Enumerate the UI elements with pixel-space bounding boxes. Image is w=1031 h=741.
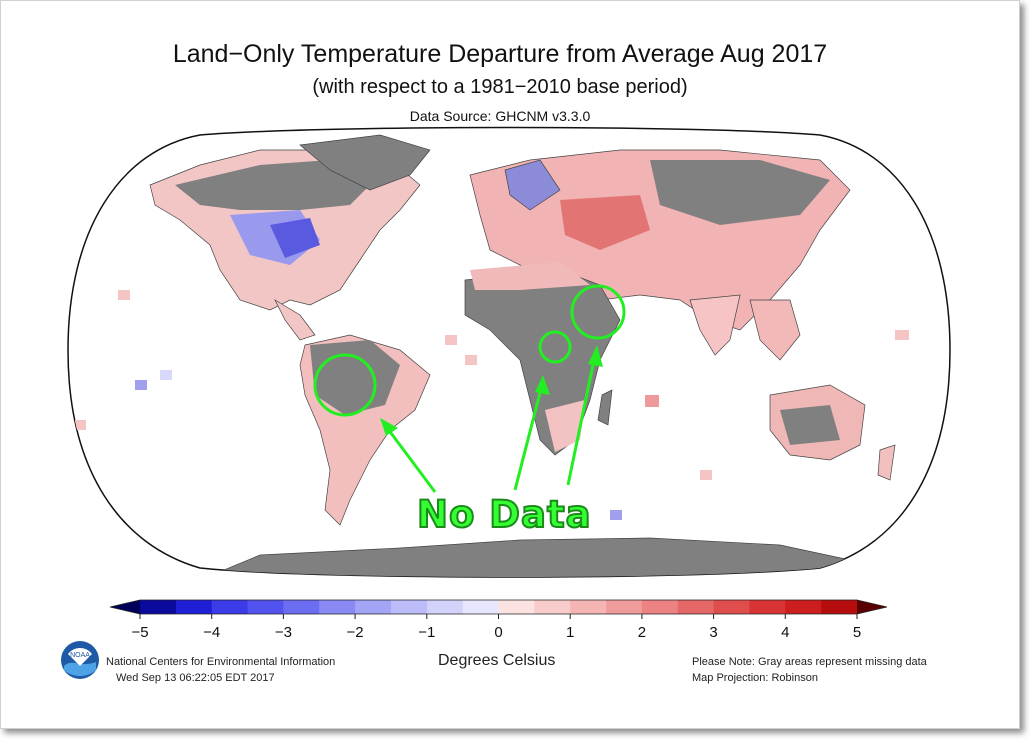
no-data-circle-amazon [313, 353, 377, 417]
grid-cell [895, 330, 909, 340]
africa-north-warm [470, 262, 590, 290]
colorbar-tick-label: −1 [418, 624, 436, 641]
arrowhead [535, 375, 550, 395]
data-source: Data Source: GHCNM v3.3.0 [409, 108, 591, 124]
colorbar-swatch [641, 600, 679, 614]
scandinavia [504, 159, 561, 211]
colorbar-tick-label: 1 [566, 624, 575, 641]
grid-cell [610, 510, 622, 520]
timestamp: Wed Sep 13 06:22:05 EDT 2017 [116, 672, 275, 684]
no-data-label: No Data [416, 492, 592, 537]
colorbar-swatch [319, 600, 356, 614]
arrow-amazon [383, 424, 437, 493]
colorbar-swatch [785, 600, 822, 614]
colorbar-swatch [462, 600, 499, 614]
colorbar-tick-label: −5 [131, 624, 149, 641]
projection-note: Map Projection: Robinson [692, 672, 818, 684]
arrow-africa-2 [566, 354, 597, 486]
canada-missing [175, 160, 380, 210]
new-zealand [877, 444, 896, 481]
north-america-cold-2 [270, 218, 320, 258]
colorbar-swatch [175, 600, 213, 614]
colorbar-swatch [606, 600, 643, 614]
arrowhead [380, 418, 398, 436]
colorbar-swatch [426, 600, 464, 614]
grid-cell [700, 470, 712, 480]
grid-cell [645, 395, 659, 407]
no-data-circle-horn-africa [570, 284, 626, 340]
siberia-warm [560, 195, 650, 250]
australia-missing [780, 405, 840, 445]
colorbar-tick-label: −3 [274, 624, 292, 641]
arrowhead [588, 345, 603, 367]
colorbar-swatch [355, 600, 392, 614]
units-label: Degrees Celsius [438, 652, 556, 669]
colorbar-tick-label: 5 [852, 624, 862, 641]
colorbar-tick-label: −2 [346, 624, 364, 641]
colorbar-swatch [570, 600, 607, 614]
southeast-asia [749, 299, 801, 361]
grid-cell [118, 290, 130, 300]
colorbar-swatch [534, 600, 571, 614]
noaa-logo-icon: NOAA [61, 641, 99, 679]
grid-cell [74, 420, 86, 430]
greenland [299, 134, 431, 191]
colorbar-tick-label: 4 [781, 624, 790, 641]
colorbar-tick-label: −4 [203, 624, 221, 641]
colorbar-swatch [247, 600, 284, 614]
colorbar-tick-label: 0 [494, 624, 503, 641]
africa-south-warm [545, 400, 585, 452]
grid-cell [445, 335, 457, 345]
colorbar-swatch [713, 600, 750, 614]
grid-cell [160, 370, 172, 380]
org-name: National Centers for Environmental Infor… [106, 656, 336, 668]
colorbar-swatch [140, 600, 177, 614]
map-subtitle: (with respect to a 1981−2010 base period… [312, 76, 688, 98]
india [689, 294, 741, 356]
grid-cell [465, 355, 477, 365]
colorbar-high-end [857, 600, 887, 614]
colorbar-swatch [211, 600, 249, 614]
colorbar-swatch [390, 600, 428, 614]
colorbar-swatch [283, 600, 320, 614]
colorbar-swatch [498, 600, 535, 614]
russia-missing [650, 160, 830, 225]
arrow-africa-1 [513, 384, 544, 491]
colorbar-swatch [821, 600, 858, 614]
colorbar-low-end [110, 600, 140, 614]
no-data-circle-central-africa [538, 330, 572, 364]
missing-data-note: Please Note: Gray areas represent missin… [692, 656, 927, 668]
colorbar-tick-label: 2 [637, 624, 647, 641]
color-scale-bar [109, 599, 888, 619]
noaa-logo-text: NOAA [70, 652, 90, 659]
colorbar-swatch [677, 600, 715, 614]
grid-cell [135, 380, 147, 390]
map-title: Land−Only Temperature Departure from Ave… [172, 40, 828, 68]
central-america [274, 299, 316, 341]
colorbar-tick-label: 3 [709, 624, 718, 641]
madagascar [597, 389, 613, 426]
colorbar-swatch [749, 600, 786, 614]
